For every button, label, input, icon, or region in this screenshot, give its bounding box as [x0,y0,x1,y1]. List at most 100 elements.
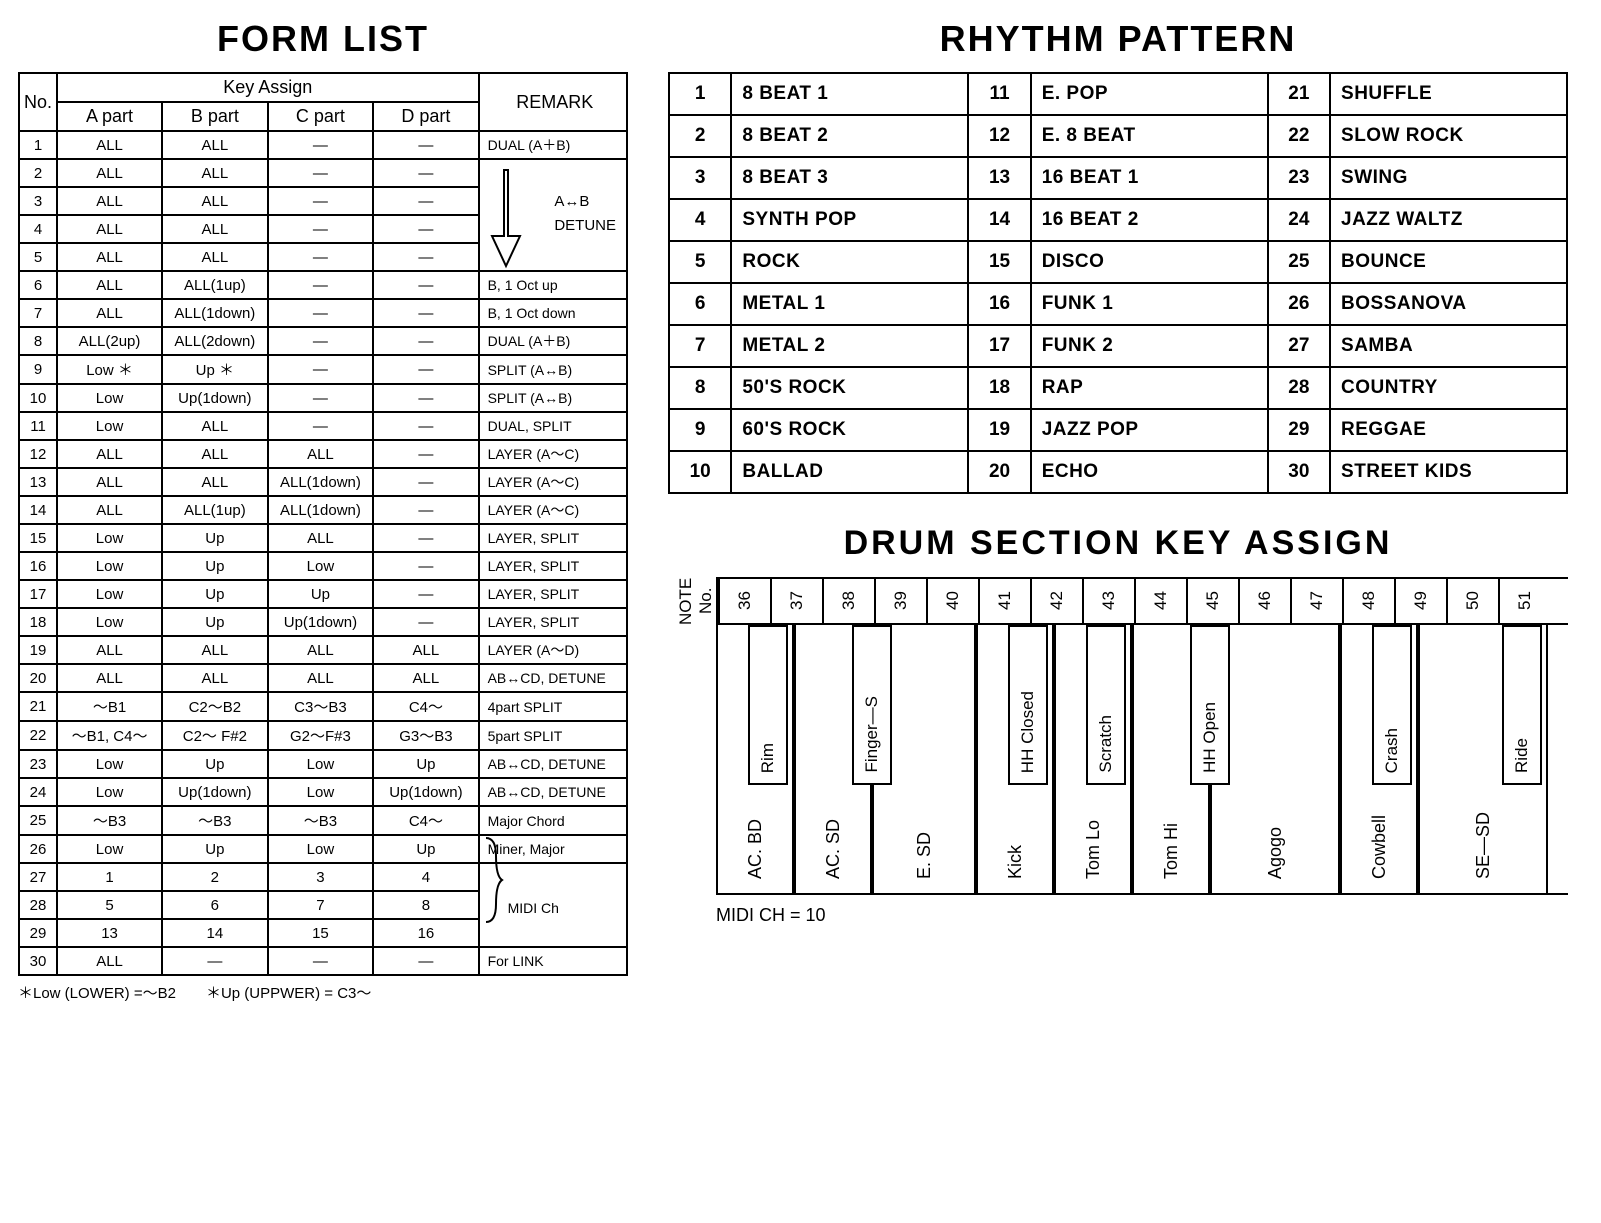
cell: Low [268,552,374,580]
cell: ALL [57,243,162,271]
cell: 8 [669,367,731,409]
cell: 8 BEAT 3 [731,157,968,199]
cell: 3 [669,157,731,199]
cell: 11 [19,412,57,440]
cell: Up(1down) [268,608,374,636]
cell: 〜B1 [57,692,162,721]
cell: 16 [19,552,57,580]
remark-cell: LAYER, SPLIT [479,524,627,552]
col-b: B part [162,102,268,131]
cell: — [373,327,478,355]
cell: C4〜 [373,692,478,721]
form-list-title: FORM LIST [18,18,628,60]
table-row: 13ALLALLALL(1down)—LAYER (A〜C) [19,468,627,496]
cell: — [373,496,478,524]
note-number: 42 [1030,579,1082,623]
cell: 3 [19,187,57,215]
cell: ALL(1down) [162,299,268,327]
cell: ALL [57,131,162,159]
cell: Low [57,835,162,863]
cell: 17 [968,325,1030,367]
note-number: 45 [1186,579,1238,623]
cell: ALL(2up) [57,327,162,355]
cell: 17 [19,580,57,608]
cell: 21 [1268,73,1330,115]
cell: JAZZ POP [1031,409,1268,451]
cell: 8 BEAT 2 [731,115,968,157]
cell: — [373,947,478,975]
table-row: 21〜B1C2〜B2C3〜B3C4〜4part SPLIT [19,692,627,721]
cell: 15 [19,524,57,552]
table-row: 16LowUpLow—LAYER, SPLIT [19,552,627,580]
cell: Low [57,524,162,552]
cell: 7 [268,891,374,919]
cell: — [268,947,374,975]
cell: 22 [1268,115,1330,157]
table-row: 6ALLALL(1up)——B, 1 Oct up [19,271,627,299]
cell: C2〜 F#2 [162,721,268,750]
key-label: AC. SD [823,819,844,879]
cell: 5 [669,241,731,283]
black-key: Finger—S [852,625,892,785]
cell: — [268,187,374,215]
cell: 23 [19,750,57,778]
cell: Low [57,608,162,636]
cell: — [268,412,374,440]
cell: ALL [162,412,268,440]
cell: ALL(1up) [162,271,268,299]
key-label: Kick [1005,845,1026,879]
table-row: 7ALLALL(1down)——B, 1 Oct down [19,299,627,327]
note-number: 46 [1238,579,1290,623]
note-number: 51 [1498,579,1550,623]
cell: 9 [19,355,57,384]
cell: FUNK 2 [1031,325,1268,367]
cell: 5 [19,243,57,271]
col-no: No. [19,73,57,131]
cell: 2 [19,159,57,187]
cell: Up ＊ [162,355,268,384]
rhythm-table: 18 BEAT 111E. POP21SHUFFLE28 BEAT 212E. … [668,72,1568,494]
cell: 6 [162,891,268,919]
cell: ALL [57,664,162,692]
cell: SHUFFLE [1330,73,1567,115]
cell: 16 [968,283,1030,325]
key-label: SE—SD [1473,812,1494,879]
cell: ALL [162,636,268,664]
cell: ALL [373,636,478,664]
cell: Low [268,750,374,778]
cell: ALL [162,440,268,468]
key-label: HH Closed [1018,691,1038,773]
cell: 19 [968,409,1030,451]
remark-cell: Major Chord [479,806,627,835]
cell: COUNTRY [1330,367,1567,409]
cell: 1 [57,863,162,891]
cell: ALL [57,440,162,468]
cell: 4 [19,215,57,243]
table-row: 271234MIDI Ch [19,863,627,891]
col-remark: REMARK [479,73,627,131]
cell: 23 [1268,157,1330,199]
cell: — [268,271,374,299]
cell: 13 [968,157,1030,199]
note-number: 44 [1134,579,1186,623]
cell: 30 [1268,451,1330,493]
cell: C2〜B2 [162,692,268,721]
note-number: 50 [1446,579,1498,623]
col-key-assign: Key Assign [57,73,479,102]
cell: Up(1down) [162,778,268,806]
cell: — [268,384,374,412]
cell: SYNTH POP [731,199,968,241]
note-number: 39 [874,579,926,623]
table-row: 12ALLALLALL—LAYER (A〜C) [19,440,627,468]
cell: SWING [1330,157,1567,199]
cell: — [373,299,478,327]
note-number: 41 [978,579,1030,623]
table-row: 23LowUpLowUpAB↔CD, DETUNE [19,750,627,778]
remark-arrow-cell: A↔BDETUNE [479,159,627,271]
remark-cell: 4part SPLIT [479,692,627,721]
note-number: 38 [822,579,874,623]
cell: ALL [57,468,162,496]
cell: E. 8 BEAT [1031,115,1268,157]
cell: Low ＊ [57,355,162,384]
cell: DISCO [1031,241,1268,283]
